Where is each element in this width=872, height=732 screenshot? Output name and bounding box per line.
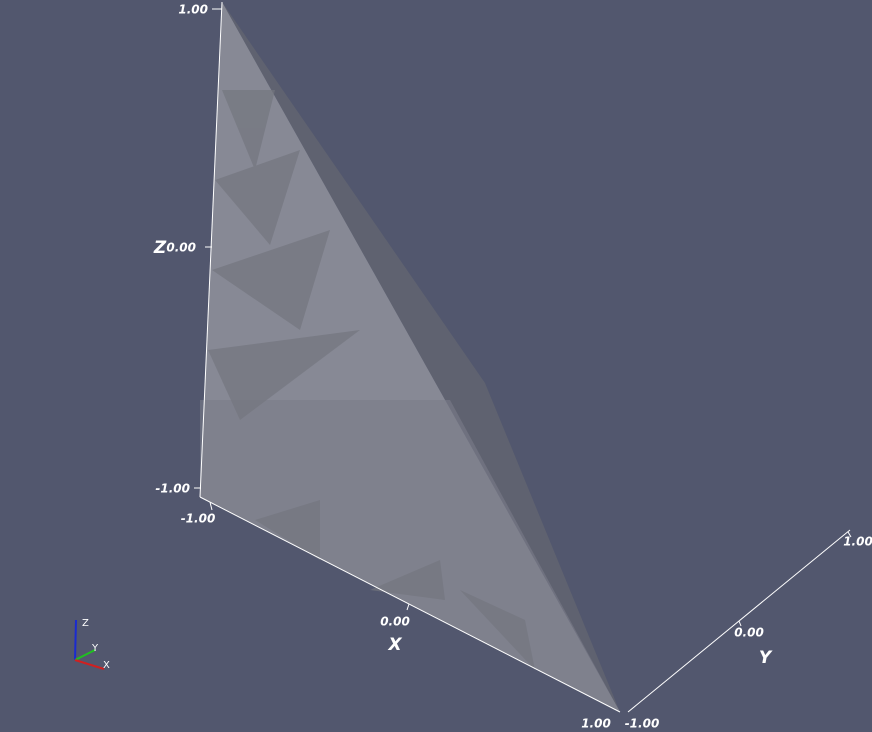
orientation-widget: Z Y X	[74, 618, 110, 671]
y-axis: -1.00 0.00 1.00 Y	[625, 529, 872, 731]
y-tick-label: 1.00	[843, 535, 872, 549]
x-tick-label: 0.00	[380, 615, 410, 629]
ow-y-arrow	[74, 649, 96, 661]
z-tick-label: 1.00	[178, 3, 208, 17]
z-axis-title: Z	[153, 238, 167, 258]
y-tick	[738, 620, 742, 627]
x-axis-title: X	[387, 635, 402, 655]
x-tick	[209, 501, 213, 511]
z-axis: 1.00 0.00 -1.00 Z	[153, 1, 223, 498]
y-tick	[847, 531, 852, 538]
x-tick-label: -1.00	[181, 512, 216, 526]
ow-x-label: X	[103, 660, 110, 671]
x-tick-label: 1.00	[581, 717, 611, 731]
ow-z-arrow	[74, 619, 77, 661]
x-axis: -1.00 0.00 1.00 X	[181, 496, 621, 731]
y-tick-label: -1.00	[625, 717, 660, 731]
shape-inner-facets	[208, 90, 535, 670]
y-tick-label: 0.00	[734, 626, 764, 640]
ow-y-label: Y	[91, 643, 99, 654]
ow-z-label: Z	[82, 618, 89, 629]
z-tick-label: -1.00	[155, 482, 190, 496]
z-axis-line	[199, 1, 223, 498]
z-tick-label: 0.00	[166, 241, 196, 255]
y-axis-title: Y	[759, 648, 773, 668]
x-axis-line	[199, 496, 621, 713]
x-tick	[406, 603, 410, 611]
ow-x-arrow	[74, 659, 105, 670]
